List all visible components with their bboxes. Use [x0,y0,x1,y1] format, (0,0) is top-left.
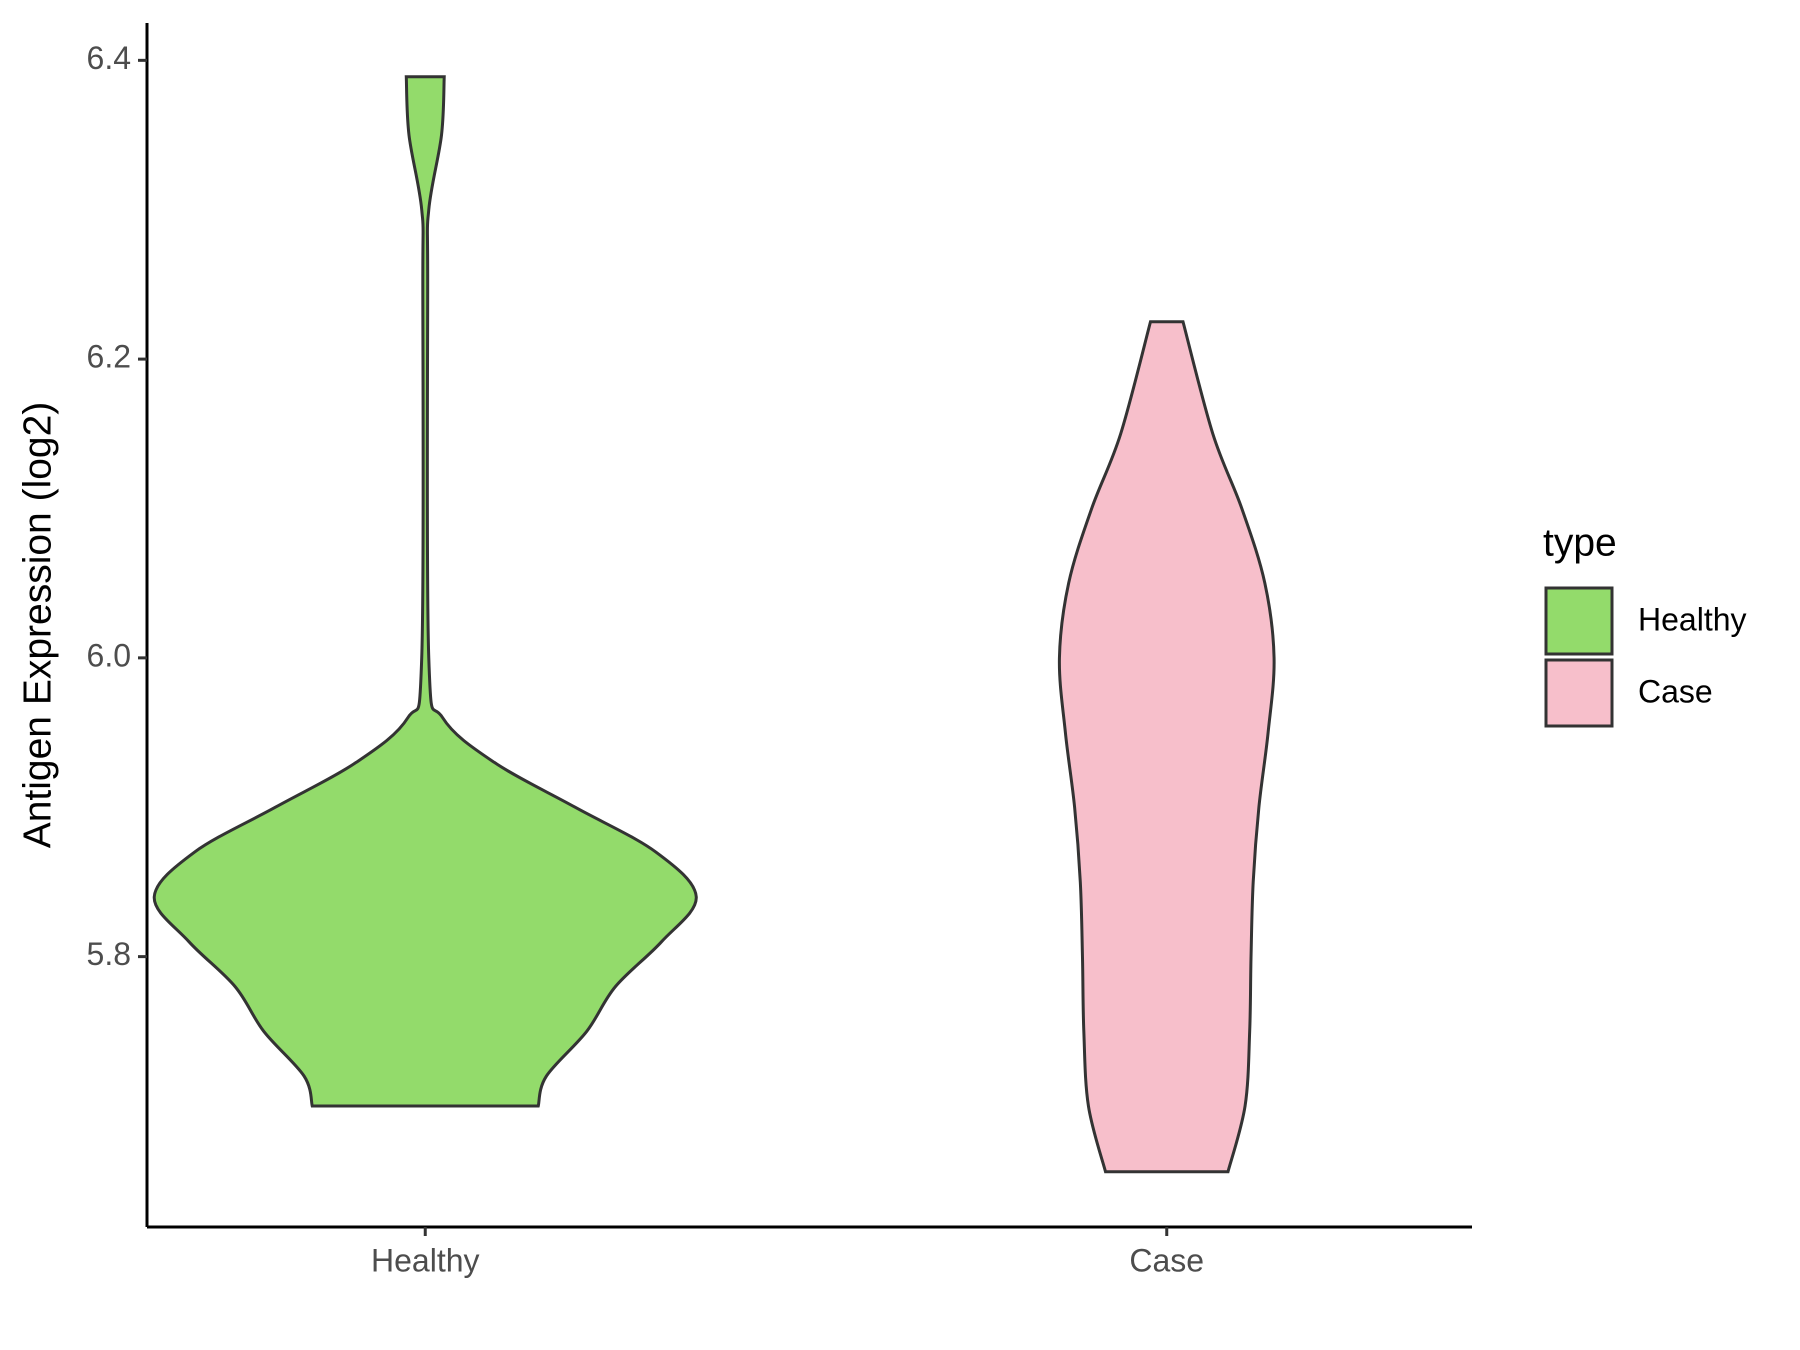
y-axis-label: Antigen Expression (log2) [16,402,59,849]
y-tick-label: 6.0 [87,637,131,673]
legend-label: Case [1638,673,1713,709]
legend-title: type [1543,521,1617,564]
y-tick-label: 6.4 [87,40,131,76]
y-tick-label: 6.2 [87,339,131,375]
violin [152,75,698,1108]
legend-label: Healthy [1638,601,1747,637]
y-tick-label: 5.8 [87,936,131,972]
legend-key [1544,658,1614,728]
x-tick-label: Case [1129,1242,1204,1278]
x-tick-label: Healthy [371,1242,480,1278]
violin [1057,320,1276,1174]
legend-key [1544,586,1614,656]
